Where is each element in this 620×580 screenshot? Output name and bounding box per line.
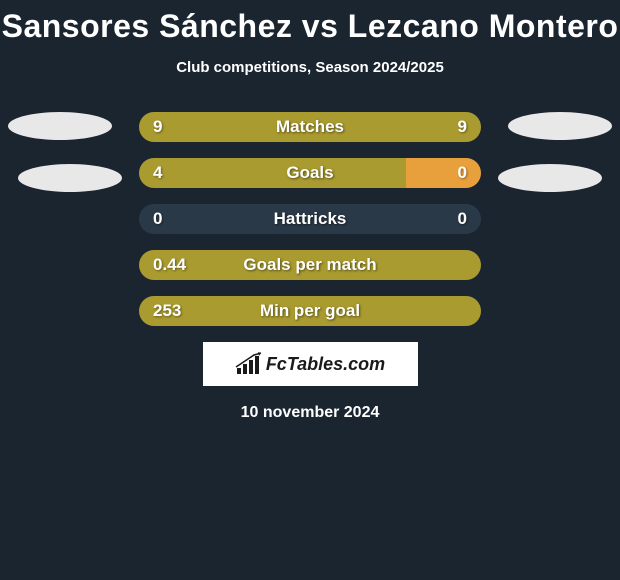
stat-value-left: 9: [153, 117, 162, 137]
stat-value-right: 9: [458, 117, 467, 137]
player-photo-left-2: [18, 164, 122, 192]
stat-value-right: 0: [458, 209, 467, 229]
stat-label: Matches: [276, 117, 344, 137]
stat-bar: 0.44 Goals per match: [139, 250, 481, 280]
player-photo-right-1: [508, 112, 612, 140]
stat-label: Min per goal: [260, 301, 360, 321]
stat-bar: 253 Min per goal: [139, 296, 481, 326]
season-subtitle: Club competitions, Season 2024/2025: [0, 59, 620, 76]
stat-value-left: 0: [153, 209, 162, 229]
comparison-title: Sansores Sánchez vs Lezcano Montero: [0, 0, 620, 45]
stat-value-left: 253: [153, 301, 181, 321]
bar-fill-right: [406, 158, 481, 188]
stat-label: Goals per match: [243, 255, 376, 275]
logo-text: FcTables.com: [266, 354, 385, 375]
stat-bar: 0 0 Hattricks: [139, 204, 481, 234]
bar-chart-icon: [235, 352, 263, 376]
date-label: 10 november 2024: [0, 404, 620, 422]
player-photo-right-2: [498, 164, 602, 192]
bar-fill-left: [139, 158, 406, 188]
player-photo-left-1: [8, 112, 112, 140]
stat-value-right: 0: [458, 163, 467, 183]
stat-label: Hattricks: [274, 209, 347, 229]
stats-container: 9 9 Matches 4 0 Goals 0 0 Hattricks 0.44 Goals per…: [0, 112, 620, 326]
stat-bar: 9 9 Matches: [139, 112, 481, 142]
stat-bar: 4 0 Goals: [139, 158, 481, 188]
stat-label: Goals: [286, 163, 333, 183]
fctables-logo[interactable]: FcTables.com: [203, 342, 418, 386]
stat-value-left: 0.44: [153, 255, 186, 275]
stat-value-left: 4: [153, 163, 162, 183]
